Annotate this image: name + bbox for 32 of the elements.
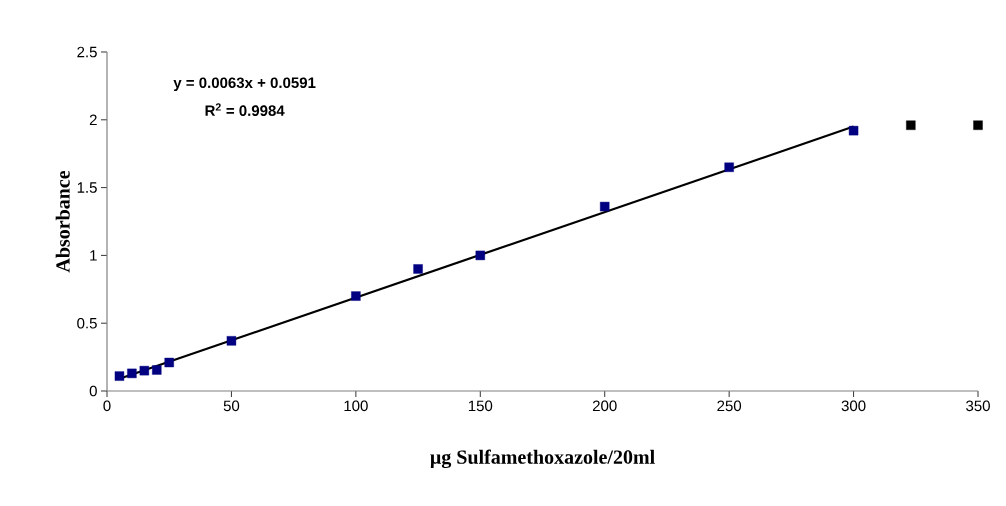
point xyxy=(848,125,859,136)
x-tick-label: 200 xyxy=(592,400,617,412)
x-tick-label: 50 xyxy=(223,400,240,412)
y-tick-label: 2.5 xyxy=(77,46,97,58)
x-tick-label: 100 xyxy=(344,400,368,412)
point xyxy=(139,365,150,376)
y-tick-label: 1 xyxy=(90,250,97,261)
annotation: R$^{2}$ = 0.9984 xyxy=(205,103,285,116)
point xyxy=(973,120,983,130)
annotation: y = 0.0063x + 0.0591 xyxy=(173,77,316,91)
point xyxy=(114,371,125,381)
point xyxy=(475,250,485,261)
y-axis-title: Absorbance xyxy=(55,170,70,273)
x-tick-label: 350 xyxy=(966,400,990,412)
point xyxy=(152,365,162,375)
y-tick-label: 0.5 xyxy=(77,317,97,329)
point xyxy=(164,357,174,368)
point xyxy=(226,336,237,346)
x-axis-title: µg Sulfamethoxazole/20ml xyxy=(430,449,655,469)
x-tick-label: 0 xyxy=(103,400,111,412)
point xyxy=(351,291,361,301)
point xyxy=(413,264,423,274)
point xyxy=(724,162,734,172)
point xyxy=(127,368,137,379)
x-tick-label: 250 xyxy=(717,400,742,412)
y-tick-label: 2 xyxy=(89,114,97,126)
point xyxy=(600,201,610,212)
point xyxy=(906,120,916,130)
x-tick-label: 150 xyxy=(468,400,493,412)
y-tick-label: 1.5 xyxy=(77,182,97,193)
x-tick-label: 300 xyxy=(841,400,866,412)
y-tick-label: 0 xyxy=(89,385,97,397)
